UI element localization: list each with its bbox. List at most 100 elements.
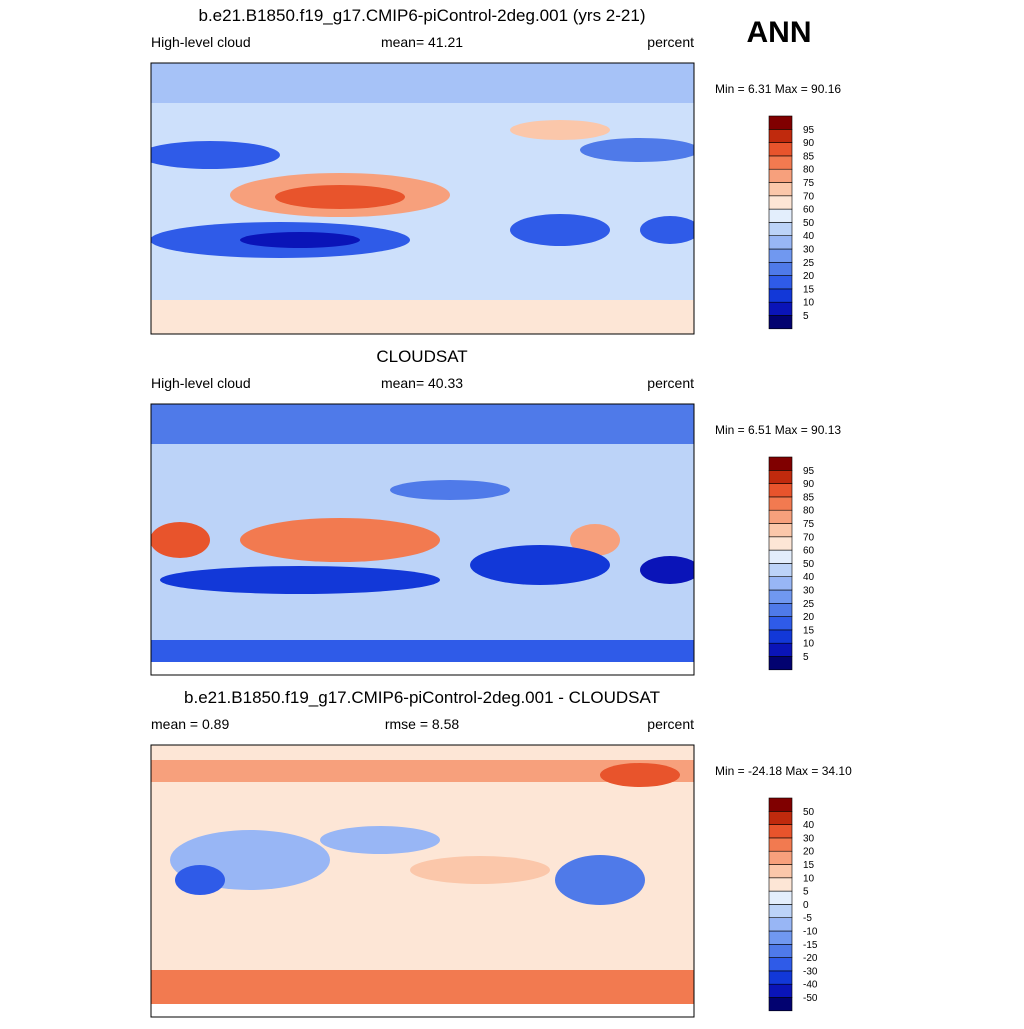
- colorbar-label: 25: [803, 258, 815, 269]
- colorbar-label: 80: [803, 506, 815, 517]
- colorbar-swatch: [768, 642, 793, 657]
- colorbar-label: 50: [803, 218, 815, 229]
- panel-units: percent: [647, 716, 694, 732]
- colorbar-label: 15: [803, 860, 815, 871]
- colorbar-swatch: [768, 549, 793, 564]
- colorbar-swatch: [768, 195, 793, 210]
- colorbar-swatch: [768, 182, 793, 197]
- colorbar-swatch: [768, 864, 793, 879]
- colorbar-label: -20: [803, 953, 818, 964]
- colorbar-label: 0: [803, 900, 809, 911]
- colorbar-swatch: [768, 957, 793, 972]
- colorbar-swatch: [768, 222, 793, 236]
- colorbar-label: -5: [803, 913, 812, 924]
- colorbar-swatch: [768, 208, 793, 223]
- colorbar-swatch: [768, 301, 793, 316]
- colorbar-swatch: [768, 656, 793, 671]
- min-max: Min = 6.31 Max = 90.16: [715, 82, 841, 96]
- colorbar-swatch: [768, 576, 793, 591]
- colorbar-swatch: [768, 469, 793, 484]
- colorbar-swatch: [768, 155, 793, 170]
- colorbar-swatch: [768, 523, 793, 538]
- colorbar-label: 30: [803, 586, 815, 597]
- colorbar-swatch: [768, 877, 793, 892]
- panel-title: CLOUDSAT: [376, 347, 467, 366]
- colorbar-swatch: [768, 536, 793, 551]
- colorbar-label: 10: [803, 298, 815, 309]
- map-field: [151, 745, 694, 1017]
- colorbar-label: 10: [803, 873, 815, 884]
- colorbar-swatch: [768, 616, 793, 631]
- colorbar-label: 75: [803, 519, 815, 530]
- colorbar-label: 75: [803, 178, 815, 189]
- colorbar-swatch: [768, 997, 793, 1012]
- colorbar-swatch: [768, 142, 793, 157]
- colorbar-swatch: [768, 589, 793, 604]
- colorbar-swatch: [768, 509, 793, 524]
- colorbar-swatch: [768, 261, 793, 276]
- colorbar-swatch: [768, 983, 793, 998]
- colorbar-swatch: [768, 904, 793, 919]
- colorbar-swatch: [768, 824, 793, 839]
- min-max: Min = 6.51 Max = 90.13: [715, 423, 841, 437]
- colorbar-label: -40: [803, 980, 818, 991]
- colorbar-swatch: [768, 970, 793, 985]
- colorbar-swatch: [768, 496, 793, 511]
- panel-left-label: High-level cloud: [151, 34, 251, 50]
- colorbar-swatch: [768, 810, 793, 825]
- panel-title: b.e21.B1850.f19_g17.CMIP6-piControl-2deg…: [199, 6, 646, 25]
- colorbar-label: 50: [803, 559, 815, 570]
- colorbar-swatch: [768, 168, 793, 183]
- colorbar-label: 90: [803, 479, 815, 490]
- colorbar-swatch: [768, 275, 793, 290]
- colorbar-label: 85: [803, 492, 815, 503]
- colorbar-label: 5: [803, 652, 809, 663]
- colorbar-swatch: [768, 563, 793, 578]
- colorbar-label: 10: [803, 639, 815, 650]
- min-max: Min = -24.18 Max = 34.10: [715, 764, 852, 778]
- colorbar-swatch: [768, 235, 793, 250]
- colorbar-label: 20: [803, 847, 815, 858]
- colorbar-label: 5: [803, 311, 809, 322]
- panel-left-label: High-level cloud: [151, 375, 251, 391]
- panel-units: percent: [647, 375, 694, 391]
- map-field: [151, 404, 694, 675]
- colorbar-label: 85: [803, 151, 815, 162]
- panel-center-label: rmse = 8.58: [385, 716, 460, 732]
- colorbar-label: 20: [803, 271, 815, 282]
- colorbar-swatch: [768, 629, 793, 644]
- colorbar-label: -10: [803, 927, 818, 938]
- map-field: [151, 63, 694, 334]
- panel-units: percent: [647, 34, 694, 50]
- colorbar-label: 40: [803, 820, 815, 831]
- colorbar-swatch: [768, 129, 793, 143]
- season-label: ANN: [747, 16, 812, 49]
- map-frame: [150, 62, 695, 335]
- colorbar-label: 95: [803, 125, 815, 136]
- colorbar-label: -30: [803, 966, 818, 977]
- colorbar-label: 30: [803, 833, 815, 844]
- colorbar-label: 25: [803, 599, 815, 610]
- colorbar-swatch: [768, 837, 793, 852]
- colorbar-swatch: [768, 797, 793, 812]
- colorbar-swatch: [768, 602, 793, 617]
- colorbar-swatch: [768, 943, 793, 958]
- panel-left-label: mean = 0.89: [151, 716, 229, 732]
- colorbar-label: 5: [803, 887, 809, 898]
- colorbar-label: 20: [803, 612, 815, 623]
- colorbar-label: 70: [803, 532, 815, 543]
- colorbar-swatch: [768, 930, 793, 945]
- colorbar-label: 70: [803, 191, 815, 202]
- colorbar-label: -50: [803, 993, 818, 1004]
- panel-center-label: mean= 41.21: [381, 34, 463, 50]
- colorbar-label: 80: [803, 165, 815, 176]
- colorbar-swatch: [768, 890, 793, 905]
- colorbar-swatch: [768, 288, 793, 303]
- colorbar-label: 60: [803, 546, 815, 557]
- map-frame: [150, 403, 695, 676]
- colorbar-label: 15: [803, 284, 815, 295]
- colorbar-label: 50: [803, 807, 815, 818]
- colorbar-label: -15: [803, 940, 818, 951]
